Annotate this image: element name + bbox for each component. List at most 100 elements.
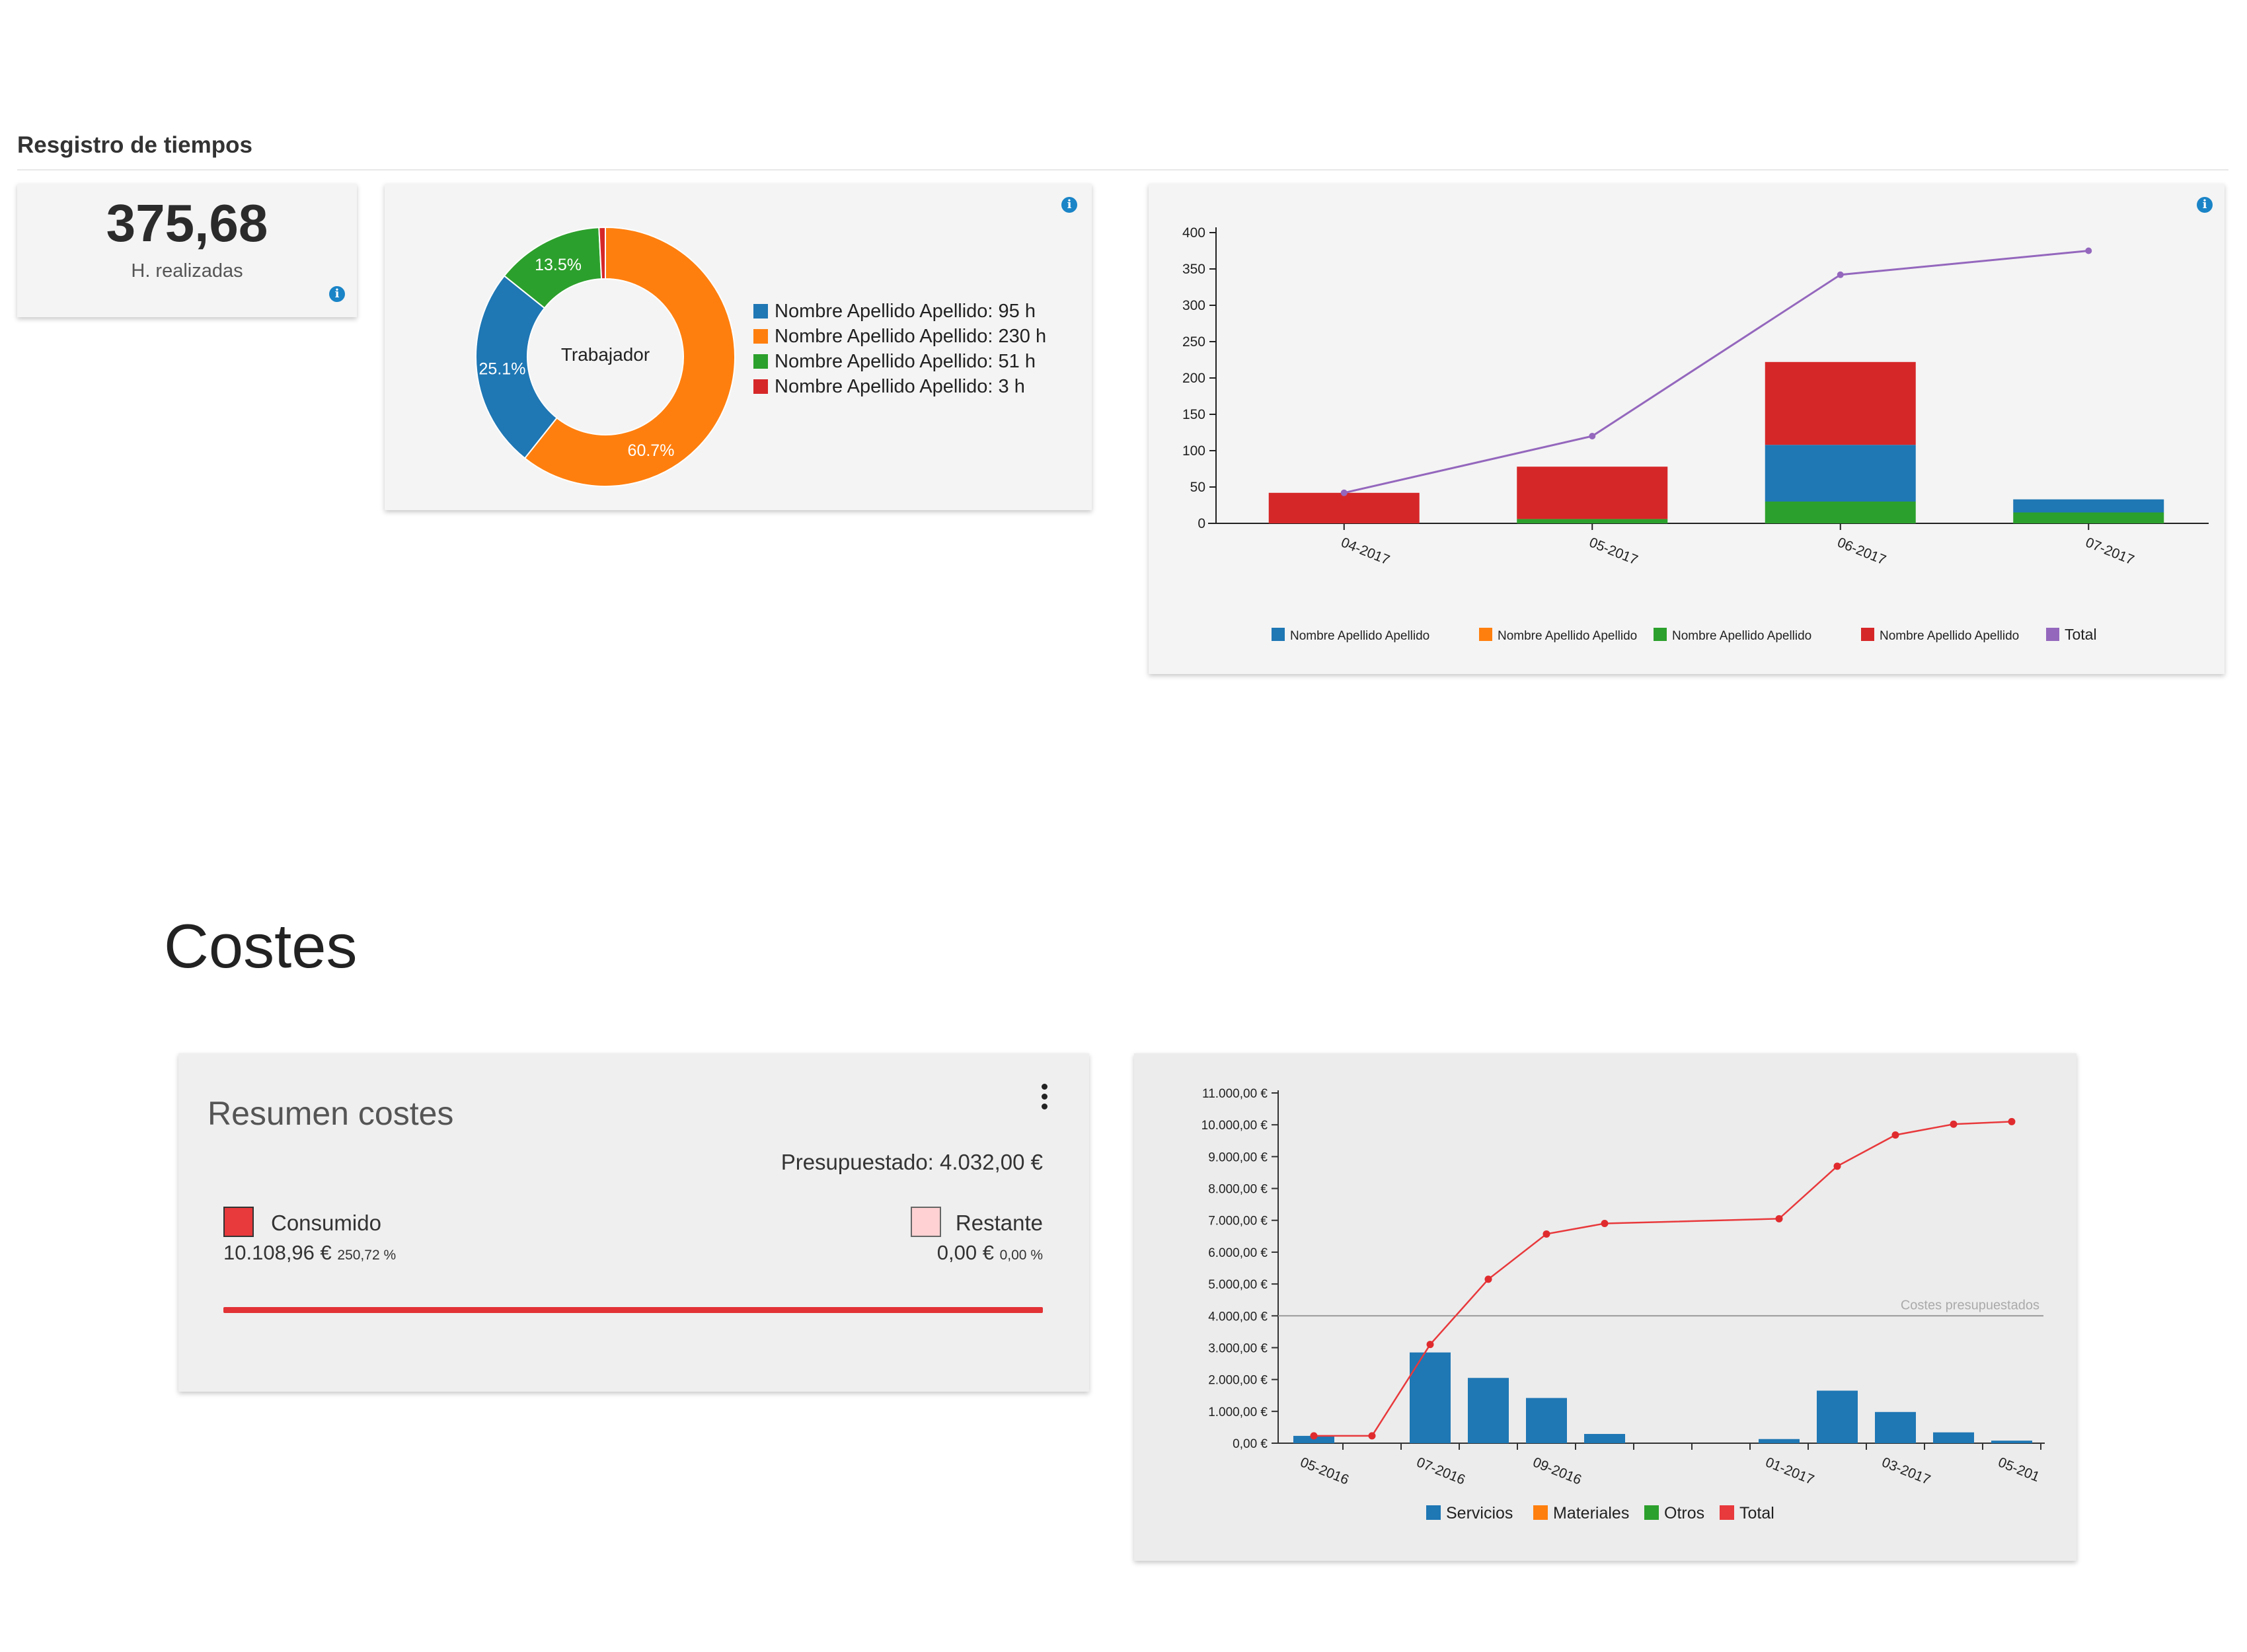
y-tick-label: 10.000,00 € <box>1201 1119 1268 1133</box>
donut-slice[interactable] <box>598 226 606 280</box>
section-title-time: Resgistro de tiempos <box>17 132 252 158</box>
bar-segment[interactable] <box>1765 361 1916 445</box>
legend-swatch <box>1479 628 1492 641</box>
bar[interactable] <box>1410 1352 1451 1443</box>
total-point[interactable] <box>1542 1230 1550 1238</box>
total-point[interactable] <box>1833 1162 1841 1170</box>
y-tick-label: 400 <box>1182 225 1205 241</box>
legend-label: Otros <box>1664 1504 1704 1522</box>
bar[interactable] <box>1759 1439 1800 1443</box>
legend-swatch <box>1720 1505 1734 1520</box>
total-point[interactable] <box>1368 1432 1376 1440</box>
x-tick-label: 04-2017 <box>1339 535 1392 568</box>
y-tick-label: 150 <box>1182 407 1205 422</box>
legend-label: Total <box>1739 1504 1774 1522</box>
bar[interactable] <box>1584 1434 1625 1443</box>
y-tick-label: 6.000,00 € <box>1208 1246 1268 1260</box>
consumed-label: Consumido <box>271 1211 381 1235</box>
bar[interactable] <box>1991 1441 2032 1443</box>
legend-label: Total <box>2065 626 2097 643</box>
y-tick-label: 0,00 € <box>1233 1437 1268 1451</box>
legend-swatch <box>753 329 768 344</box>
bar[interactable] <box>1293 1435 1334 1443</box>
x-tick-label: 05-2017 <box>1587 535 1640 568</box>
budget-amount: Presupuestado: 4.032,00 € <box>781 1150 1043 1174</box>
y-tick-label: 5.000,00 € <box>1208 1278 1268 1292</box>
total-point[interactable] <box>1601 1220 1609 1228</box>
legend-swatch <box>2046 628 2059 641</box>
y-tick-label: 350 <box>1182 262 1205 277</box>
total-point[interactable] <box>1950 1120 1958 1128</box>
remaining-percent: 0,00 % <box>999 1248 1043 1263</box>
section-divider <box>17 169 2228 170</box>
total-point[interactable] <box>1340 489 1348 496</box>
x-tick-label: 07-2016 <box>1414 1454 1467 1487</box>
total-point[interactable] <box>1891 1131 1899 1139</box>
consumed-amount: 10.108,96 € 250,72 % <box>223 1241 396 1265</box>
bar-segment[interactable] <box>2013 512 2164 524</box>
legend-label: Nombre Apellido Apellido <box>1672 629 1811 643</box>
total-point[interactable] <box>2008 1117 2016 1125</box>
bar[interactable] <box>1875 1411 1916 1443</box>
total-point[interactable] <box>1589 433 1596 439</box>
total-point[interactable] <box>1426 1341 1434 1349</box>
hours-kpi-value: 375,68 <box>106 194 268 252</box>
bar-segment[interactable] <box>1517 467 1668 519</box>
remaining-value: 0,00 € <box>936 1241 994 1264</box>
info-icon[interactable]: i <box>2197 197 2213 213</box>
legend-swatch <box>753 379 768 394</box>
worker-donut-card: i 25.1% 60.7% 13.5% Trabajador Nombre Apel… <box>385 184 1092 510</box>
x-tick-label: 03-2017 <box>1880 1454 1932 1487</box>
x-tick-label: 05-2016 <box>1298 1454 1351 1487</box>
legend-label: Materiales <box>1553 1504 1629 1522</box>
more-options-icon[interactable] <box>1042 1084 1049 1117</box>
info-icon[interactable]: i <box>329 286 345 302</box>
x-tick-label: 06-2017 <box>1835 535 1888 568</box>
x-tick-label: 07-2017 <box>2083 535 2136 568</box>
total-point[interactable] <box>2085 247 2092 254</box>
info-icon[interactable]: i <box>1061 197 1077 213</box>
total-point[interactable] <box>1310 1432 1318 1440</box>
total-point[interactable] <box>1484 1275 1492 1283</box>
bar-segment[interactable] <box>1517 519 1668 523</box>
consumed-swatch <box>223 1207 254 1237</box>
y-tick-label: 9.000,00 € <box>1208 1150 1268 1164</box>
legend-label: Nombre Apellido Apellido: 230 h <box>775 326 1046 347</box>
donut-slice-label: 13.5% <box>535 256 582 274</box>
bar-segment[interactable] <box>1765 502 1916 523</box>
legend-label: Nombre Apellido Apellido <box>1498 629 1637 643</box>
bar-segment[interactable] <box>1268 492 1420 523</box>
bar-segment[interactable] <box>2013 499 2164 513</box>
y-tick-label: 250 <box>1182 334 1205 350</box>
legend-swatch <box>753 304 768 319</box>
total-line <box>1344 250 2089 494</box>
donut-slice-label: 25.1% <box>479 360 526 379</box>
bar[interactable] <box>1933 1432 1974 1443</box>
donut-slice[interactable] <box>475 275 558 459</box>
legend-label: Nombre Apellido Apellido <box>1290 629 1429 643</box>
y-tick-label: 7.000,00 € <box>1208 1215 1268 1228</box>
legend-swatch <box>1654 628 1667 641</box>
bar[interactable] <box>1468 1378 1509 1443</box>
bar[interactable] <box>1526 1398 1567 1443</box>
legend-label: Nombre Apellido Apellido: 3 h <box>775 376 1025 397</box>
monthly-hours-chart: 0 50 100 150 200 250 300 350 400 04-2017 05-2017 06… <box>1182 225 2209 643</box>
bar[interactable] <box>1817 1390 1858 1444</box>
y-tick-label: 4.000,00 € <box>1208 1310 1268 1324</box>
total-point[interactable] <box>1775 1215 1783 1222</box>
legend-label: Nombre Apellido Apellido: 95 h <box>775 301 1036 322</box>
y-tick-label: 0 <box>1198 516 1205 531</box>
x-tick-label: 01-2017 <box>1763 1454 1816 1487</box>
hours-kpi-label: H. realizadas <box>131 260 243 282</box>
y-tick-label: 8.000,00 € <box>1208 1183 1268 1197</box>
y-tick-label: 2.000,00 € <box>1208 1374 1268 1388</box>
x-tick-label: 05-201 <box>1996 1454 2041 1485</box>
costs-chart-card: 0,00 € 1.000,00 € 2.000,00 € 3.000,00 € 4.00… <box>1134 1053 2076 1561</box>
donut-slice[interactable] <box>523 226 736 487</box>
y-tick-label: 11.000,00 € <box>1202 1087 1268 1101</box>
legend-swatch <box>753 354 768 369</box>
bar-segment[interactable] <box>1765 445 1916 502</box>
total-point[interactable] <box>1837 271 1844 278</box>
remaining-label: Restante <box>955 1211 1043 1235</box>
y-tick-label: 200 <box>1182 371 1205 386</box>
